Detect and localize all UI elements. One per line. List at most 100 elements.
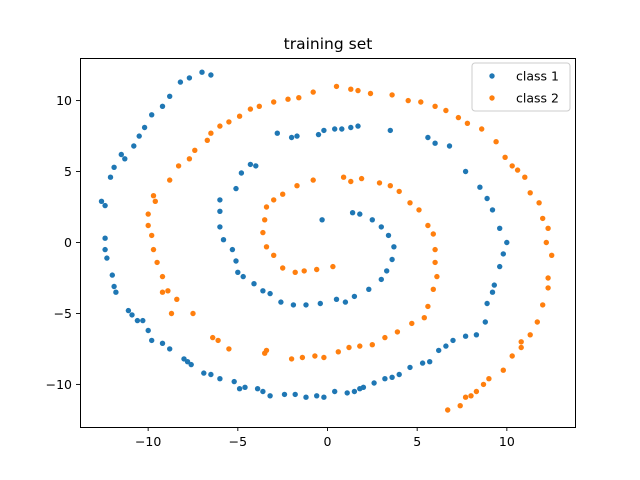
data-point: [418, 99, 424, 105]
data-point: [319, 217, 325, 223]
data-point: [310, 177, 316, 183]
data-point: [450, 337, 456, 344]
data-point: [457, 403, 463, 409]
data-point: [149, 112, 155, 118]
data-point: [355, 123, 361, 129]
data-point: [262, 217, 268, 223]
data-point: [543, 239, 549, 246]
data-point: [348, 86, 354, 92]
data-point: [271, 252, 277, 258]
y-axis: −10 −5 0 5 10: [46, 93, 80, 392]
data-point: [527, 332, 533, 338]
x-tick-label: 0: [324, 434, 332, 449]
data-point: [489, 289, 496, 295]
data-point: [369, 217, 375, 223]
data-point: [301, 268, 307, 274]
data-point: [242, 384, 248, 390]
x-tick-label: −5: [229, 434, 247, 449]
data-point: [545, 275, 551, 281]
data-point: [432, 259, 438, 266]
data-point: [247, 106, 254, 112]
data-point: [154, 259, 160, 266]
data-point: [111, 164, 117, 170]
data-point: [540, 302, 546, 308]
data-point: [382, 376, 388, 382]
y-tick-label: 0: [64, 235, 72, 250]
data-point: [296, 95, 302, 101]
data-point: [367, 90, 374, 97]
data-point: [479, 126, 485, 132]
data-point: [190, 310, 196, 317]
data-point: [348, 178, 354, 185]
data-point: [236, 113, 243, 119]
data-point: [346, 344, 352, 351]
data-point: [455, 114, 462, 121]
data-point: [522, 174, 528, 180]
data-point: [149, 232, 155, 239]
data-point: [480, 381, 487, 388]
data-point: [303, 394, 309, 400]
data-point: [462, 394, 469, 400]
data-point: [217, 208, 223, 214]
data-point: [256, 103, 262, 110]
data-point: [210, 334, 216, 341]
data-point: [314, 393, 320, 399]
data-point: [339, 126, 345, 132]
data-point: [344, 390, 350, 396]
data-point: [136, 133, 142, 139]
data-point: [118, 151, 125, 158]
data-point: [409, 320, 415, 327]
data-point: [165, 288, 171, 294]
data-point: [500, 251, 506, 257]
data-point: [387, 127, 393, 134]
data-point: [217, 376, 223, 382]
data-point: [473, 332, 480, 338]
data-point: [332, 388, 338, 395]
data-point: [175, 163, 182, 169]
data-point: [332, 126, 338, 132]
x-axis: −10 −5 0 5 10: [135, 427, 515, 449]
data-point: [419, 360, 426, 366]
x-tick-label: 5: [413, 434, 421, 449]
data-point: [315, 131, 322, 138]
data-point: [98, 198, 105, 204]
data-point: [299, 354, 306, 361]
data-point: [201, 370, 207, 376]
data-point: [389, 92, 395, 98]
data-point: [432, 246, 438, 253]
data-point: [199, 69, 205, 75]
data-point: [150, 193, 157, 199]
data-point: [280, 191, 286, 197]
data-point: [443, 343, 449, 349]
data-point: [263, 204, 270, 210]
data-point: [111, 283, 117, 290]
data-point: [317, 300, 323, 307]
data-point: [125, 307, 132, 314]
data-point: [357, 386, 363, 392]
data-point: [217, 197, 223, 203]
data-point: [292, 269, 298, 275]
data-point: [159, 273, 166, 280]
data-point: [294, 133, 300, 139]
data-point: [294, 183, 300, 189]
data-point: [357, 343, 363, 349]
data-point: [340, 174, 347, 180]
data-point: [509, 353, 515, 359]
data-point: [549, 252, 555, 258]
data-point: [292, 391, 298, 398]
data-point: [226, 346, 232, 352]
data-point: [288, 356, 295, 362]
data-point: [236, 386, 243, 392]
data-point: [251, 281, 257, 287]
data-point: [310, 89, 316, 95]
data-point: [240, 273, 246, 280]
data-point: [430, 286, 436, 292]
data-point: [348, 124, 354, 131]
data-point: [446, 143, 453, 149]
data-point: [290, 302, 297, 308]
data-point: [416, 207, 422, 213]
data-point: [278, 299, 284, 305]
data-point: [215, 337, 221, 344]
data-point: [534, 319, 540, 325]
data-point: [387, 183, 393, 189]
